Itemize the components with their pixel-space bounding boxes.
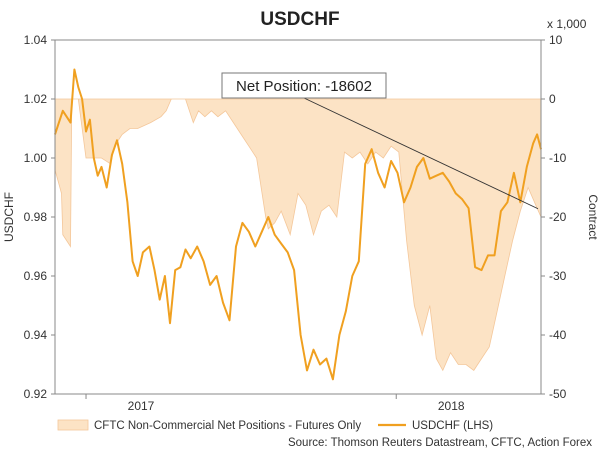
x-axis-tick-label: 2018 bbox=[438, 399, 465, 413]
left-axis-tick-label: 1.04 bbox=[24, 33, 48, 47]
left-axis: 0.92 0.94 0.96 0.98 1.00 1.02 1.04 bbox=[24, 33, 55, 401]
left-axis-tick-label: 1.00 bbox=[24, 151, 48, 165]
right-axis-tick-label: -10 bbox=[549, 151, 567, 165]
chart-title: USDCHF bbox=[260, 9, 339, 30]
source-note: Source: Thomson Reuters Datastream, CFTC… bbox=[288, 437, 592, 449]
right-axis-label: Contract bbox=[586, 194, 600, 240]
right-axis-tick-label: 0 bbox=[549, 92, 556, 106]
legend-swatch-area bbox=[57, 419, 89, 431]
right-axis-tick-label: 10 bbox=[549, 33, 563, 47]
annotation-layer: Net Position: -18602 bbox=[221, 72, 539, 210]
x-axis: 2017 2018 bbox=[85, 394, 465, 413]
legend: CFTC Non-Commercial Net Positions - Futu… bbox=[57, 419, 493, 432]
left-axis-label: USDCHF bbox=[2, 192, 16, 242]
left-axis-tick-label: 0.98 bbox=[24, 210, 48, 224]
annotation-text: Net Position: -18602 bbox=[236, 78, 372, 95]
line-layer bbox=[54, 68, 542, 381]
left-axis-tick-label: 0.96 bbox=[24, 269, 48, 283]
x-axis-tick-label: 2017 bbox=[128, 399, 155, 413]
right-axis: -50 -40 -30 -20 -10 0 10 bbox=[541, 33, 567, 401]
area-layer bbox=[54, 98, 542, 372]
right-axis-tick-label: -50 bbox=[549, 387, 567, 401]
right-axis-tick-label: -30 bbox=[549, 269, 567, 283]
right-axis-unit-note: x 1,000 bbox=[547, 17, 587, 31]
usdchf-line bbox=[54, 68, 542, 381]
annotation-box bbox=[221, 72, 387, 99]
left-axis-tick-label: 0.94 bbox=[24, 328, 48, 342]
annotation-leader-line bbox=[303, 97, 539, 210]
right-axis-tick-label: -40 bbox=[549, 328, 567, 342]
right-axis-tick-label: -20 bbox=[549, 210, 567, 224]
left-axis-tick-label: 0.92 bbox=[24, 387, 48, 401]
left-axis-tick-label: 1.02 bbox=[24, 92, 48, 106]
net-position-area bbox=[54, 98, 542, 372]
legend-label-line: USDCHF (LHS) bbox=[412, 420, 493, 432]
legend-label-area: CFTC Non-Commercial Net Positions - Futu… bbox=[94, 420, 361, 432]
